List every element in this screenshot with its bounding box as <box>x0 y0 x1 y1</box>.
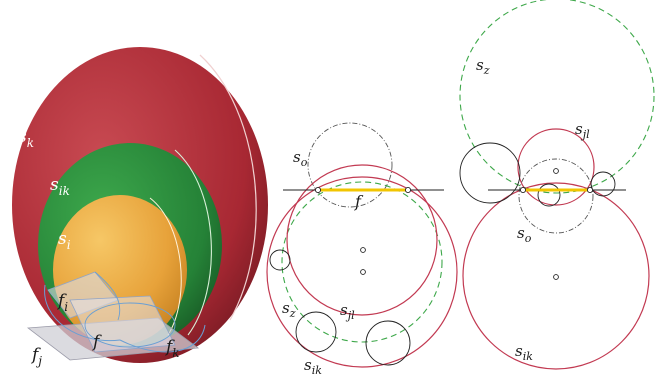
center-point-mid-1 <box>360 247 366 253</box>
blue-outline-3 <box>94 271 121 321</box>
center-point-mid-2 <box>360 269 366 275</box>
sphere-s-k-edge <box>199 54 257 321</box>
label-s-z-mid: sz <box>282 299 296 320</box>
label-s-ik-mid: sik <box>304 356 322 377</box>
circle-s-ik-right <box>462 182 650 370</box>
circle-s-jl-mid <box>286 164 438 316</box>
label-s-i: si <box>58 229 71 252</box>
sphere-s-ik-edge <box>174 149 212 336</box>
label-s-ik: sik <box>50 175 70 198</box>
blue-outline-1 <box>44 284 121 342</box>
label-f-i: fi <box>56 291 68 314</box>
circle-s-z-mid <box>281 181 443 343</box>
label-s-jl-right: sjl <box>575 120 590 141</box>
small-circle-d <box>459 142 521 204</box>
small-circle-c <box>365 320 411 366</box>
circle-s-z-right <box>459 0 655 194</box>
center-point-right-1 <box>553 168 559 174</box>
point-mid-left <box>314 186 322 194</box>
label-f-k: fk <box>164 337 180 360</box>
circle-s-ik-mid <box>266 176 458 368</box>
small-circle-f <box>590 171 616 197</box>
label-s-o-right: so <box>517 224 532 245</box>
point-mid-right <box>404 186 412 194</box>
label-s-ik-right: sik <box>515 342 533 363</box>
label-s-o-mid: so <box>293 148 308 169</box>
label-f-mid: f <box>354 192 364 211</box>
circle-s-o-mid <box>307 122 393 208</box>
blue-outline-ring <box>84 302 176 348</box>
small-circle-b <box>295 311 337 353</box>
point-right-right <box>586 186 594 194</box>
left-3d-panel: sk sik si fi f fj fk <box>12 47 268 368</box>
circle-s-jl-right <box>517 128 595 206</box>
small-circle-a <box>269 249 291 271</box>
blue-outline-2 <box>119 324 206 353</box>
small-circle-e <box>537 183 561 207</box>
point-right-left <box>519 186 527 194</box>
middle-2d-panel: so f sjl sz sik <box>266 122 458 377</box>
label-f: f <box>91 332 102 352</box>
circle-s-o-right <box>518 158 594 234</box>
center-point-right-2 <box>553 274 559 280</box>
right-2d-panel: sz sjl so sik <box>459 0 655 370</box>
label-f-j: fj <box>30 345 42 368</box>
label-s-z-right: sz <box>476 56 490 77</box>
label-s-k: sk <box>18 127 34 150</box>
label-s-jl-mid: sjl <box>340 301 355 322</box>
